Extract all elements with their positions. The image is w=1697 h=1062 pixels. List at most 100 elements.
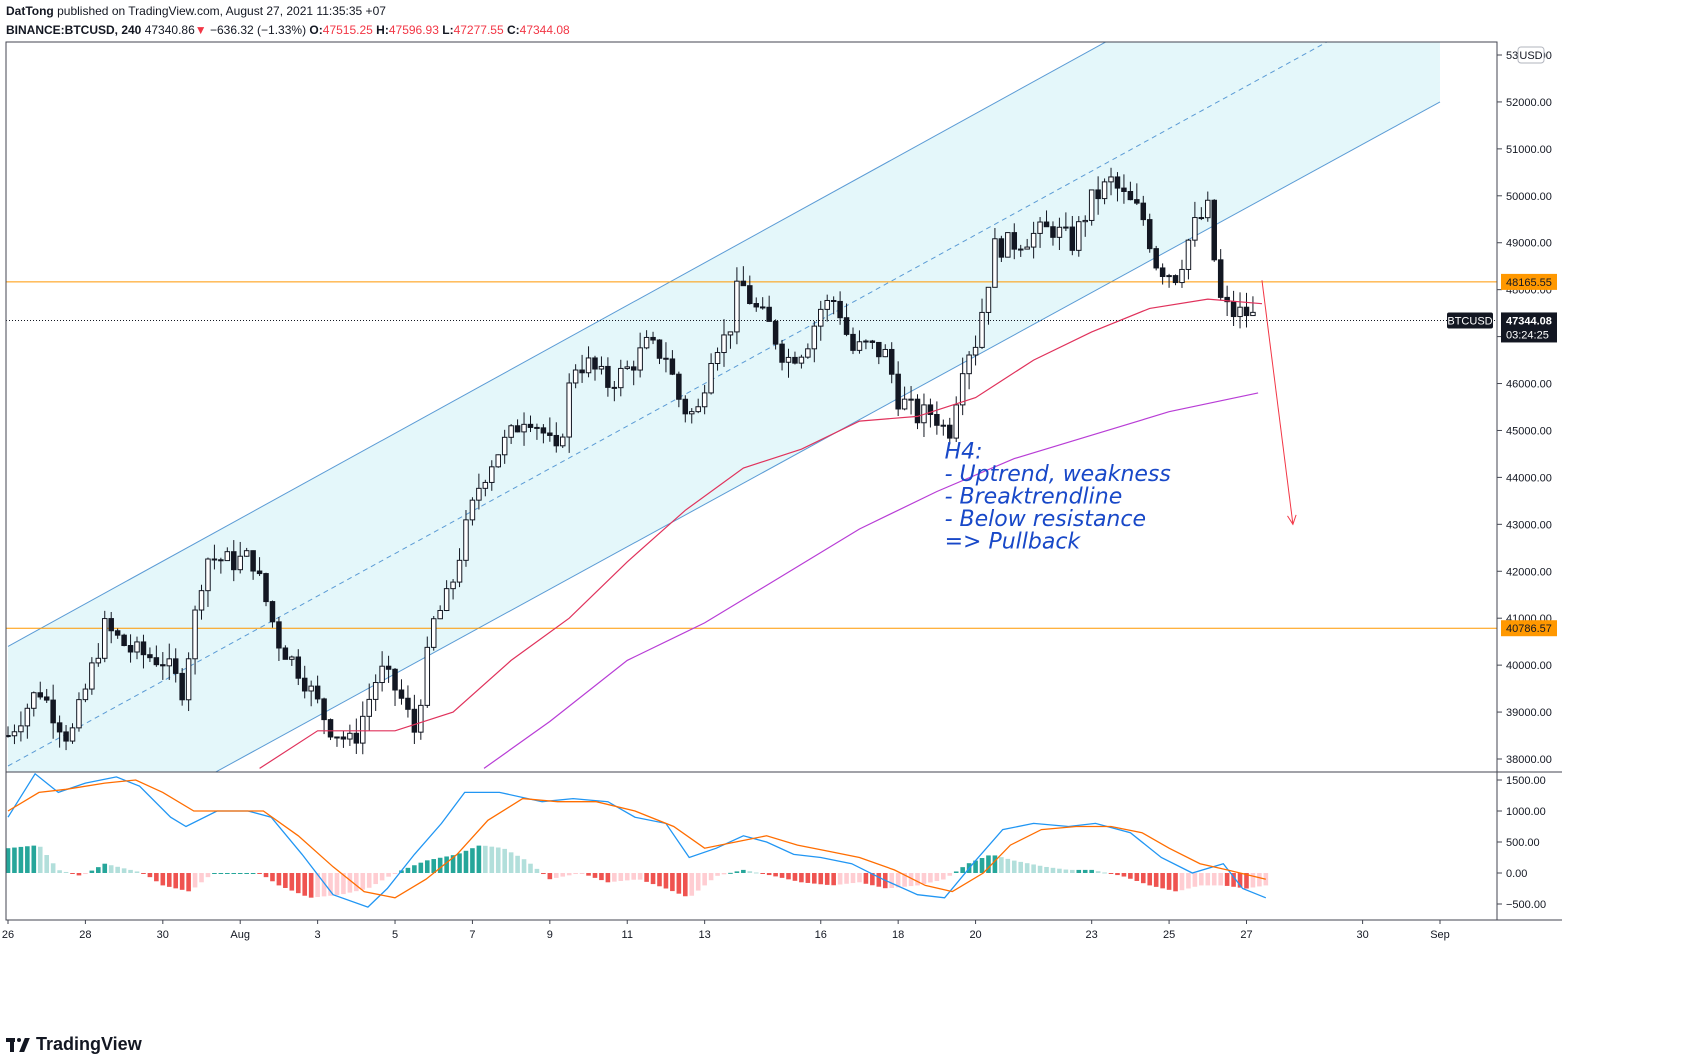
candle-body xyxy=(727,331,734,336)
histogram-bar xyxy=(689,873,695,896)
price-tick-label: 43000.00 xyxy=(1506,519,1552,531)
candle-body xyxy=(908,398,914,401)
candle xyxy=(411,694,418,745)
candle-body xyxy=(1043,221,1050,228)
candle-body xyxy=(147,654,153,659)
time-tick-label: 13 xyxy=(699,929,711,941)
candle xyxy=(669,350,676,376)
candle-body xyxy=(1205,199,1211,219)
histogram-bar xyxy=(1044,866,1049,873)
time-tick-label: 30 xyxy=(157,929,169,941)
candle-body xyxy=(805,348,811,358)
candle xyxy=(469,497,476,526)
candle-body xyxy=(695,406,701,413)
histogram-bar xyxy=(476,845,482,873)
histogram-bar xyxy=(541,873,546,875)
candle xyxy=(269,600,276,628)
candle-body xyxy=(140,641,147,656)
histogram-bar xyxy=(341,873,346,895)
histogram-bar xyxy=(489,846,495,873)
candle xyxy=(295,649,302,686)
candle xyxy=(605,357,611,397)
candle xyxy=(1082,215,1088,237)
histogram-bar xyxy=(44,855,50,873)
candle xyxy=(514,419,521,433)
candle xyxy=(1172,274,1179,286)
histogram-bar xyxy=(676,873,682,894)
candle xyxy=(1192,201,1198,247)
histogram-bar xyxy=(534,868,540,873)
candle xyxy=(450,579,456,600)
candle xyxy=(140,634,147,669)
candle-body xyxy=(398,689,405,699)
candle xyxy=(947,417,953,445)
ma-long-line xyxy=(483,392,1259,769)
histogram-bar xyxy=(199,873,204,883)
candle xyxy=(392,668,398,706)
histogram-bar xyxy=(876,873,882,887)
candle-body xyxy=(869,340,876,343)
candle xyxy=(876,341,882,365)
time-tick-label: 23 xyxy=(1086,929,1098,941)
candle-body xyxy=(811,325,818,350)
candle-body xyxy=(1166,275,1172,278)
macd-tick-label: 1500.00 xyxy=(1506,775,1546,787)
histogram-bar xyxy=(399,870,404,873)
candle-body xyxy=(314,685,321,700)
histogram-bar xyxy=(1140,873,1146,884)
candle xyxy=(592,355,598,381)
histogram-bar xyxy=(715,873,720,876)
histogram-bar xyxy=(405,867,411,873)
histogram-bar xyxy=(237,873,243,874)
histogram-bar xyxy=(1121,873,1127,877)
histogram-bar xyxy=(12,847,17,873)
histogram-bar xyxy=(18,846,24,873)
candle-body xyxy=(553,434,560,447)
histogram-bar xyxy=(734,871,740,873)
histogram-bar xyxy=(63,871,69,873)
histogram-bar xyxy=(1237,873,1243,888)
candle-body xyxy=(205,558,211,592)
candle-body xyxy=(992,238,998,288)
time-tick-label: 25 xyxy=(1163,929,1175,941)
candle-body xyxy=(424,646,431,706)
candle xyxy=(618,359,624,397)
histogram-bar xyxy=(560,873,566,877)
candle-body xyxy=(527,423,534,428)
candle xyxy=(192,605,198,675)
candle-body xyxy=(192,609,198,660)
candle xyxy=(811,321,818,363)
candle xyxy=(31,691,37,717)
candle-body xyxy=(482,481,489,489)
candle xyxy=(534,423,540,440)
candle xyxy=(908,386,914,415)
brand-footer[interactable]: TradingView xyxy=(6,1034,142,1055)
candle xyxy=(753,297,760,312)
candle xyxy=(18,711,24,742)
time-tick-label: 3 xyxy=(315,929,321,941)
histogram-bar xyxy=(1115,873,1120,876)
time-tick-label: 26 xyxy=(2,929,14,941)
candle xyxy=(353,718,360,754)
candle xyxy=(495,454,501,468)
histogram-bar xyxy=(708,873,714,881)
candle xyxy=(114,628,121,639)
candle-body xyxy=(895,373,901,410)
annotation-line: H4: xyxy=(945,440,983,465)
candle-body xyxy=(63,731,69,742)
candle-body xyxy=(1230,301,1237,318)
candle-body xyxy=(102,618,108,659)
candle xyxy=(734,267,740,345)
candle-body xyxy=(843,317,850,335)
author-name[interactable]: DatTong xyxy=(6,4,54,18)
candle-body xyxy=(166,658,173,667)
histogram-bar xyxy=(818,873,824,885)
histogram-bar xyxy=(50,863,56,873)
histogram-bar xyxy=(663,873,669,889)
candle xyxy=(559,433,566,449)
candle-body xyxy=(56,722,63,733)
candle xyxy=(959,357,966,416)
histogram-bar xyxy=(96,867,101,873)
open-value: 47515.25 xyxy=(322,23,373,37)
